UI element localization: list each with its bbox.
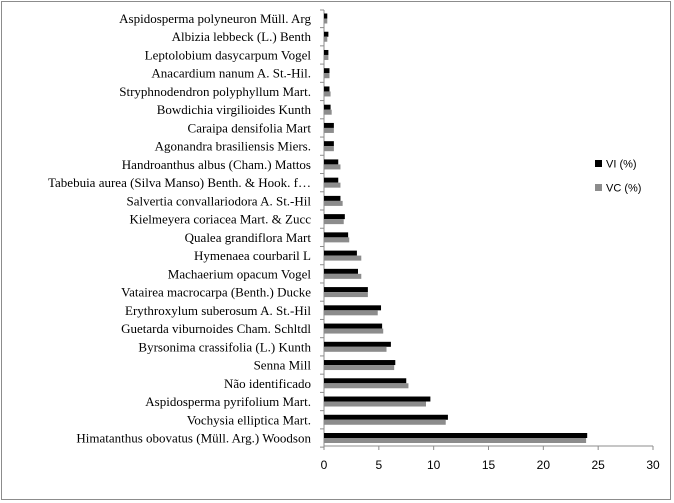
bar-vc	[324, 419, 446, 425]
category-label: Hymenaea courbaril L	[194, 248, 311, 263]
bar-vc	[324, 273, 362, 279]
bar-vi	[324, 305, 382, 311]
bar-vi	[324, 323, 383, 329]
bar-vc	[324, 328, 384, 334]
x-tick-label: 10	[427, 458, 441, 472]
bar-vc	[324, 182, 341, 188]
category-label: Aspidosperma pyrifolium Mart.	[145, 394, 311, 409]
category-label: Vatairea macrocarpa (Benth.) Ducke	[121, 285, 311, 300]
legend-swatch	[595, 160, 602, 167]
bar-vc	[324, 54, 329, 60]
bar-vc	[324, 91, 331, 97]
bar-vc	[324, 36, 328, 42]
category-label: Stryphnodendron polyphyllum Mart.	[119, 84, 311, 99]
category-label: Aspidosperma polyneuron Müll. Arg	[119, 11, 311, 26]
category-label: Senna Mill	[254, 358, 312, 373]
category-label: Bowdichia virgilioides Kunth	[157, 102, 312, 117]
bar-vc	[324, 73, 330, 79]
bar-vi	[324, 214, 345, 220]
bar-vc	[324, 438, 587, 443]
category-label: Tabebuia aurea (Silva Manso) Benth. & Ho…	[48, 175, 311, 190]
category-label: Kielmeyera coriacea Mart. & Zucc	[129, 212, 311, 227]
bar-vc	[324, 219, 344, 225]
bar-vi	[324, 177, 339, 183]
bar-vi	[324, 433, 588, 438]
bar-vc	[324, 127, 334, 133]
bar-vi	[324, 287, 368, 293]
category-label: Albizia lebbeck (L.) Benth	[172, 29, 312, 44]
legend-label: VC (%)	[606, 183, 641, 195]
bar-vi	[324, 414, 448, 420]
bar-vi	[324, 396, 431, 402]
x-tick-label: 20	[537, 458, 551, 472]
category-label: Não identificado	[224, 376, 311, 391]
bar-vi	[324, 159, 339, 165]
bar-vi	[324, 13, 328, 19]
x-tick-label: 0	[321, 458, 328, 472]
bar-vc	[324, 346, 387, 352]
bar-vc	[324, 237, 350, 243]
category-label: Erythroxylum suberosum A. St.-Hil	[125, 303, 311, 318]
category-label: Leptolobium dasycarpum Vogel	[145, 47, 312, 62]
bar-vi	[324, 232, 349, 238]
bar-vi	[324, 122, 334, 128]
category-label: Machaerium opacum Vogel	[168, 266, 312, 281]
bar-vi	[324, 104, 331, 110]
bar-vi	[324, 86, 330, 92]
bar-vi	[324, 250, 357, 256]
bar-vc	[324, 365, 395, 371]
bar-vi	[324, 195, 341, 201]
bar-vc	[324, 109, 332, 115]
x-tick-label: 30	[646, 458, 660, 472]
bar-vc	[324, 18, 328, 24]
category-label: Himatanthus obovatus (Müll. Arg.) Woodso…	[76, 431, 311, 446]
bar-vc	[324, 401, 426, 407]
bar-vi	[324, 49, 329, 55]
bar-vc	[324, 292, 368, 298]
bar-vc	[324, 310, 378, 316]
bar-vi	[324, 341, 391, 347]
bar-vi	[324, 141, 334, 147]
bar-vc	[324, 146, 334, 152]
x-tick-label: 5	[375, 458, 382, 472]
category-label: Caraipa densifolia Mart	[188, 120, 312, 135]
bar-vc	[324, 164, 341, 170]
category-label: Handroanthus albus (Cham.) Mattos	[122, 157, 311, 172]
bar-vi	[324, 378, 407, 384]
bar-vi	[324, 360, 396, 366]
bar-vi	[324, 68, 330, 74]
category-label: Anacardium nanum A. St.-Hil.	[151, 66, 311, 81]
category-label: Salvertia convallariodora A. St.-Hil	[127, 193, 312, 208]
category-label: Vochysia elliptica Mart.	[187, 412, 311, 427]
bar-vc	[324, 255, 362, 261]
x-tick-label: 15	[482, 458, 496, 472]
bar-vi	[324, 31, 329, 37]
bar-vi	[324, 268, 358, 274]
bar-vc	[324, 383, 409, 389]
legend-label: VI (%)	[606, 159, 637, 171]
x-tick-label: 25	[591, 458, 605, 472]
category-label: Qualea grandiflora Mart	[185, 230, 312, 245]
category-label: Byrsonima crassifolia (L.) Kunth	[138, 339, 311, 354]
category-label: Agonandra brasiliensis Miers.	[155, 139, 311, 154]
category-label: Guetarda viburnoides Cham. Schltdl	[121, 321, 311, 336]
legend-swatch	[595, 184, 602, 191]
bar-vc	[324, 200, 343, 206]
